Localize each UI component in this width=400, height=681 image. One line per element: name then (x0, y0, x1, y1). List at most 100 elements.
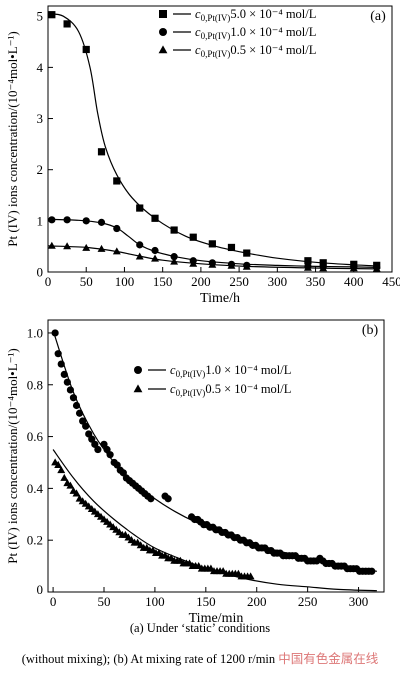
data-point-triangle (97, 244, 106, 252)
caption-line-2: (without mixing); (b) At mixing rate of … (21, 652, 276, 666)
data-point-circle (147, 495, 155, 503)
data-point-circle (100, 440, 108, 448)
legend-label: c0,Pt(IV)0.5 × 10⁻⁴ mol/L (170, 382, 291, 398)
y-tick-label: 0.8 (27, 377, 43, 392)
data-point-triangle (242, 262, 251, 270)
data-point-square (63, 20, 71, 28)
data-point-square (170, 226, 178, 234)
y-axis-label: Pt (IV) ions concentration/(10⁻⁴mol•L⁻¹) (5, 348, 20, 564)
data-point-circle (69, 394, 78, 402)
data-point-triangle (54, 460, 63, 468)
y-tick-label: 1 (37, 213, 44, 228)
data-point-circle (79, 417, 87, 425)
data-point-triangle (319, 264, 328, 272)
y-tick-label: 0 (37, 582, 44, 597)
data-point-triangle (208, 260, 217, 268)
data-point-triangle (63, 242, 72, 250)
plot-frame-0 (47, 5, 393, 273)
data-point-triangle (189, 259, 198, 267)
data-point-square (97, 148, 106, 156)
x-tick-label: 400 (344, 274, 364, 289)
x-tick-label: 50 (98, 594, 111, 609)
data-point-triangle (57, 466, 66, 474)
data-point-circle (51, 329, 59, 337)
y-axis-label: Pt (IV) ions concentration/(10⁻⁴mol•L⁻¹) (5, 31, 20, 247)
y-tick-label: 0.2 (27, 533, 43, 548)
data-point-square (319, 259, 327, 267)
data-point-square (189, 233, 197, 241)
data-point-circle (82, 217, 90, 225)
data-point-circle (103, 445, 111, 454)
x-tick-label: 200 (191, 274, 211, 289)
x-tick-label: 450 (382, 274, 400, 289)
data-point-triangle (151, 254, 159, 262)
data-point-circle (60, 370, 68, 378)
data-point-square (151, 214, 159, 222)
data-point-square (243, 249, 251, 257)
data-point-circle (88, 435, 96, 443)
caption-line-2-wrap: (without mixing); (b) At mixing rate of … (0, 648, 400, 667)
data-point-circle (63, 216, 71, 224)
data-point-triangle (47, 241, 56, 249)
data-point-triangle (227, 261, 236, 269)
data-point-triangle (112, 247, 121, 255)
y-tick-label: 4 (37, 60, 44, 75)
data-point-circle (136, 241, 144, 249)
legend-label: c0,Pt(IV)5.0 × 10⁻⁴ mol/L (195, 7, 316, 23)
data-point-circle (119, 469, 127, 477)
x-tick-label: 50 (80, 274, 93, 289)
legend-marker-triangle (133, 384, 143, 393)
x-tick-label: 250 (229, 274, 249, 289)
data-point-circle (113, 461, 121, 469)
legend-marker-circle (134, 366, 142, 374)
fit-curve (52, 449, 377, 592)
data-point-circle (113, 224, 121, 233)
data-point-circle (63, 378, 71, 386)
data-point-circle (54, 350, 62, 358)
legend-marker-triangle (158, 45, 168, 54)
x-tick-label: 150 (153, 274, 173, 289)
data-point-circle (94, 445, 102, 454)
data-point-square (48, 11, 56, 19)
data-point-triangle (135, 252, 144, 260)
data-point-square (136, 204, 144, 212)
data-point-circle (106, 451, 114, 459)
legend-label: c0,Pt(IV)1.0 × 10⁻⁴ mol/L (195, 25, 316, 41)
data-point-circle (368, 567, 376, 575)
x-tick-label: 350 (306, 274, 326, 289)
x-tick-label: 300 (268, 274, 288, 289)
x-axis-label: Time/h (200, 291, 240, 306)
data-point-square (304, 257, 312, 265)
data-point-triangle (372, 264, 381, 272)
data-point-circle (97, 218, 106, 226)
legend-marker-circle (159, 28, 167, 36)
data-point-square (227, 243, 236, 252)
data-point-triangle (170, 257, 179, 265)
y-tick-label: 5 (37, 9, 44, 24)
data-point-circle (66, 386, 74, 394)
plot-frame-1 (47, 319, 385, 593)
x-tick-label: 200 (247, 594, 267, 609)
x-tick-label: 250 (298, 594, 318, 609)
data-point-circle (72, 401, 81, 410)
legend-marker-square (159, 10, 167, 18)
data-point-square (208, 240, 216, 248)
x-tick-label: 150 (196, 594, 216, 609)
legend-label: c0,Pt(IV)0.5 × 10⁻⁴ mol/L (195, 43, 316, 59)
data-point-square (82, 45, 90, 54)
panel-label: (b) (362, 323, 379, 338)
data-point-triangle (246, 572, 255, 580)
data-point-circle (57, 360, 65, 368)
y-tick-label: 0 (37, 265, 44, 280)
x-tick-label: 0 (50, 594, 57, 609)
x-tick-label: 100 (115, 274, 135, 289)
y-tick-label: 0.4 (27, 481, 44, 496)
x-tick-label: 300 (349, 594, 369, 609)
caption-line-1: (a) Under ‘static’ conditions (129, 621, 271, 635)
data-point-triangle (60, 473, 69, 481)
data-point-circle (82, 422, 90, 430)
y-tick-label: 0.6 (27, 429, 44, 444)
data-point-triangle (72, 489, 81, 497)
data-point-triangle (349, 264, 358, 272)
